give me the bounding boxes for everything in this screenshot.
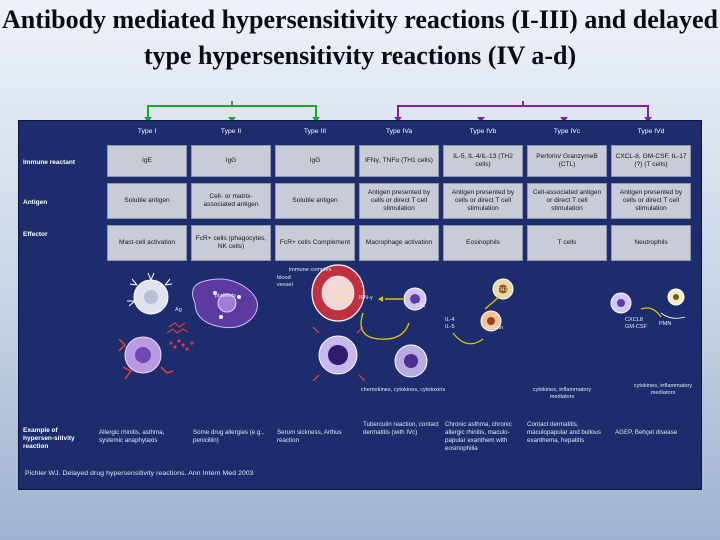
label-chemokines: chemokines, cytokines, cytotoxins [360, 387, 446, 393]
header-type-ii: Type II [220, 127, 242, 135]
platelet-phagocyte-illustration [192, 278, 258, 329]
label-ag: Ag [175, 307, 182, 313]
reaction-table-panel: Type I Type II Type III Type IVa Type IV… [18, 120, 702, 490]
group-brackets [144, 101, 652, 122]
label-cytokines-mediators-ivd: cytokines, inflammatory mediators [633, 383, 693, 396]
cell-effector-type-iva: Macrophage activation [359, 225, 439, 261]
bracket-antibody-mediated [147, 101, 317, 117]
cell-antigen-type-iii: Soluble antigen [275, 183, 355, 219]
mechanism-illustration [118, 264, 686, 382]
example-type-ivb: Chronic asthma, chronic allergic rhiniti… [445, 421, 512, 452]
example-type-ivd: AGEP, Behçet disease [615, 429, 678, 436]
label-immune-complex: immune complex [289, 267, 332, 273]
cell-immune-type-ivd: CXCL-8, GM-CSF, IL-17 (?) (T cells) [611, 145, 691, 177]
cell-immune-type-iii: IgG [275, 145, 355, 177]
label-pmn: PMN [659, 321, 672, 327]
row-label-effector: Effector [23, 231, 48, 238]
cell-antigen-type-ivd: Antigen presented by cells or direct T c… [611, 183, 691, 219]
cell-effector-type-ii: FcR+ cells (phagocytes, NK cells) [191, 225, 271, 261]
header-type-i: Type I [137, 127, 157, 135]
slide-title: Antibody mediated hypersensitivity react… [1, 5, 718, 70]
cell-effector-type-ivd: Neutrophils [611, 225, 691, 261]
label-cytokines-mediators: cytokines, inflammatory mediators [532, 387, 592, 400]
mast-cell-illustration [118, 272, 194, 380]
cell-antigen-type-ivc: Cell-associated antigen or direct T cell… [527, 183, 607, 219]
example-type-iva: Tuberculin reaction, contact dermatitis … [363, 421, 439, 436]
cell-effector-type-iii: FcR+ cells Complement [275, 225, 355, 261]
label-blood-vessel: blood vessel [277, 275, 293, 288]
label-platelets: platelets [215, 293, 236, 299]
header-type-ivd: Type IVd [637, 127, 665, 135]
cell-antigen-type-ivb: Antigen presented by cells or direct T c… [443, 183, 523, 219]
cell-immune-type-iva: IFNγ, TNFα (TH1 cells) [359, 145, 439, 177]
header-type-ivb: Type IVb [469, 127, 497, 135]
label-eotaxin: eotaxin [485, 325, 504, 331]
cell-antigen-type-iva: Antigen presented by cells or direct T c… [359, 183, 439, 219]
row-label-immune-reactant: Immune reactant [23, 159, 76, 166]
cell-immune-type-ii: IgG [191, 145, 271, 177]
cell-antigen-type-ii: Cell- or matrix-associated antigen [191, 183, 271, 219]
label-cxcl8-gmcsf: CXCL8 GM-CSF [625, 317, 648, 330]
cell-effector-type-i: Mast-cell activation [107, 225, 187, 261]
cell-immune-type-ivb: IL-5, IL-4/IL-13 (TH2 cells) [443, 145, 523, 177]
example-type-iii: Serum sickness, Arthus reaction [277, 429, 342, 444]
blood-vessel-illustration [311, 264, 366, 382]
th2-eosinophil-illustration [452, 278, 514, 345]
cell-effector-type-ivc: T cells [527, 225, 607, 261]
header-type-iva: Type IVa [385, 127, 413, 135]
label-ifn-gamma: IFN-γ [359, 295, 373, 301]
header-type-ivc: Type IVc [553, 127, 581, 135]
cell-antigen-type-i: Soluble antigen [107, 183, 187, 219]
row-label-antigen: Antigen [23, 199, 48, 206]
reference-citation: Pichler WJ. Delayed drug hypersensitivit… [25, 470, 254, 477]
tcell-neutrophil-illustration [610, 288, 686, 319]
example-type-ii: Some drug allergies (e.g., penicillin) [193, 429, 264, 444]
cell-immune-type-ivc: Perforin/ GranzymeB (CTL) [527, 145, 607, 177]
label-th2: TH2 [497, 287, 508, 293]
example-type-ivc: Contact dermatitis, maculopapular and bu… [527, 421, 601, 444]
cell-effector-type-ivb: Eosinophils [443, 225, 523, 261]
label-th1: TH1 [415, 303, 426, 309]
bracket-delayed-type [397, 101, 649, 117]
example-type-i: Allergic rhinitis, asthma, systemic anap… [99, 429, 165, 444]
header-type-iii: Type III [303, 127, 327, 135]
row-label-examples: Example of hypersen-sitivity reaction [23, 427, 75, 450]
th1-macrophage-illustration [360, 287, 428, 378]
label-il4-il5: IL-4 IL-5 [445, 317, 455, 330]
cell-immune-type-i: IgE [107, 145, 187, 177]
